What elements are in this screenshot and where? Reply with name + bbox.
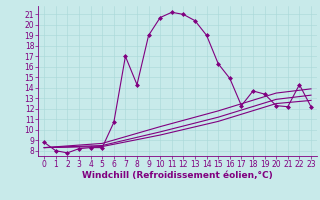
X-axis label: Windchill (Refroidissement éolien,°C): Windchill (Refroidissement éolien,°C) [82, 171, 273, 180]
